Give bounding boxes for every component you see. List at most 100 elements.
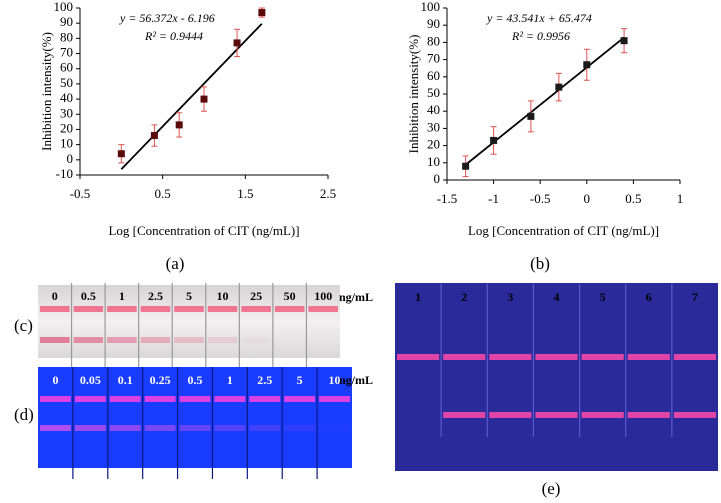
y-tick-label: 30 xyxy=(427,119,440,134)
lane-label: 5 xyxy=(297,373,303,387)
control-band xyxy=(207,306,238,312)
test-band xyxy=(241,337,271,343)
r-squared: R² = 0.9956 xyxy=(511,29,570,43)
control-band xyxy=(40,396,71,402)
point xyxy=(258,9,266,17)
control-band xyxy=(174,306,204,312)
control-band xyxy=(241,306,271,312)
control-band xyxy=(673,354,716,360)
lane-label: 2 xyxy=(461,290,467,304)
r-squared: R² = 0.9444 xyxy=(144,29,203,43)
trendline xyxy=(465,36,625,166)
x-tick-label: 1 xyxy=(677,191,684,206)
test-band xyxy=(249,425,281,431)
y-tick-label: 100 xyxy=(54,0,74,14)
control-band xyxy=(535,354,578,360)
lane-label: 5 xyxy=(186,289,192,303)
point xyxy=(620,37,628,45)
test-band xyxy=(535,412,578,418)
point xyxy=(490,136,498,144)
lane-label: 0 xyxy=(52,373,58,387)
x-tick-label: 2.5 xyxy=(320,186,336,201)
lane-label: 6 xyxy=(646,290,652,304)
control-band xyxy=(627,354,670,360)
test-band xyxy=(40,337,70,343)
lane-label: 10 xyxy=(329,373,341,387)
panel-label: (b) xyxy=(530,254,550,273)
y-tick-label: 90 xyxy=(427,16,440,31)
control-band xyxy=(284,396,316,402)
strip-photo-e xyxy=(395,283,718,471)
point xyxy=(117,150,125,158)
equation: y = 56.372x - 6.196 xyxy=(119,11,215,25)
x-tick-label: -0.5 xyxy=(530,191,551,206)
test-band xyxy=(673,412,716,418)
test-band xyxy=(581,412,624,418)
test-band xyxy=(489,412,532,418)
test-band xyxy=(284,425,316,431)
y-tick-label: 30 xyxy=(60,105,73,120)
point xyxy=(150,132,158,140)
control-band xyxy=(109,396,141,402)
equation: y = 43.541x + 65.474 xyxy=(486,11,592,25)
y-axis-title: Inhibition intensity(%) xyxy=(406,35,421,154)
strip-photo-c xyxy=(38,285,340,358)
x-tick-label: -1.5 xyxy=(437,191,458,206)
lane-label: 0.1 xyxy=(118,373,133,387)
lane-label: 50 xyxy=(284,289,296,303)
control-band xyxy=(397,354,440,360)
lane-label: 5 xyxy=(600,290,606,304)
test-band xyxy=(107,337,137,343)
lane-label: 10 xyxy=(217,289,229,303)
test-band xyxy=(140,337,171,343)
lane-label: 2.5 xyxy=(257,373,272,387)
lane-label: 2.5 xyxy=(148,289,163,303)
panel-label: (d) xyxy=(14,405,34,424)
test-band xyxy=(214,425,246,431)
control-band xyxy=(319,396,350,402)
y-tick-label: 90 xyxy=(60,14,73,29)
unit-label: ng/mL xyxy=(339,290,373,304)
unit-label: ng/mL xyxy=(339,373,373,387)
y-tick-label: 50 xyxy=(60,75,73,90)
x-axis-title: Log [Concentration of CIT (ng/mL)] xyxy=(468,223,659,238)
y-tick-label: 80 xyxy=(427,33,440,48)
y-tick-label: 40 xyxy=(427,102,440,117)
lane-label: 25 xyxy=(250,289,262,303)
lane-label: 100 xyxy=(314,289,332,303)
test-band xyxy=(174,337,204,343)
control-band xyxy=(40,306,70,312)
point xyxy=(200,95,208,103)
test-band xyxy=(73,337,104,343)
x-tick-label: -1 xyxy=(488,191,499,206)
control-band xyxy=(144,396,176,402)
point xyxy=(462,162,470,170)
y-tick-label: 70 xyxy=(427,51,440,66)
y-tick-label: 20 xyxy=(427,137,440,152)
control-band xyxy=(249,396,281,402)
y-tick-label: 10 xyxy=(427,154,440,169)
point xyxy=(233,39,241,47)
point xyxy=(583,61,591,69)
control-band xyxy=(73,306,104,312)
x-tick-label: -0.5 xyxy=(70,186,91,201)
y-tick-label: 70 xyxy=(60,45,73,60)
test-band xyxy=(319,425,350,431)
lane-label: 0.25 xyxy=(150,373,171,387)
lane-label: 7 xyxy=(692,290,698,304)
x-tick-label: 0.5 xyxy=(625,191,641,206)
y-tick-label: 60 xyxy=(427,68,440,83)
test-band xyxy=(40,425,71,431)
y-tick-label: 50 xyxy=(427,85,440,100)
control-band xyxy=(140,306,171,312)
panel-label: (c) xyxy=(14,316,33,335)
x-axis-title: Log [Concentration of CIT (ng/mL)] xyxy=(108,223,299,238)
control-band xyxy=(443,354,486,360)
strip-lanes-e: 1 2 3 4 5 6 7 xyxy=(397,284,716,437)
lane-label: 1 xyxy=(415,290,421,304)
test-band xyxy=(627,412,670,418)
lane-label: 4 xyxy=(554,290,560,304)
control-band xyxy=(179,396,211,402)
test-band xyxy=(443,412,486,418)
trendline xyxy=(120,23,263,170)
